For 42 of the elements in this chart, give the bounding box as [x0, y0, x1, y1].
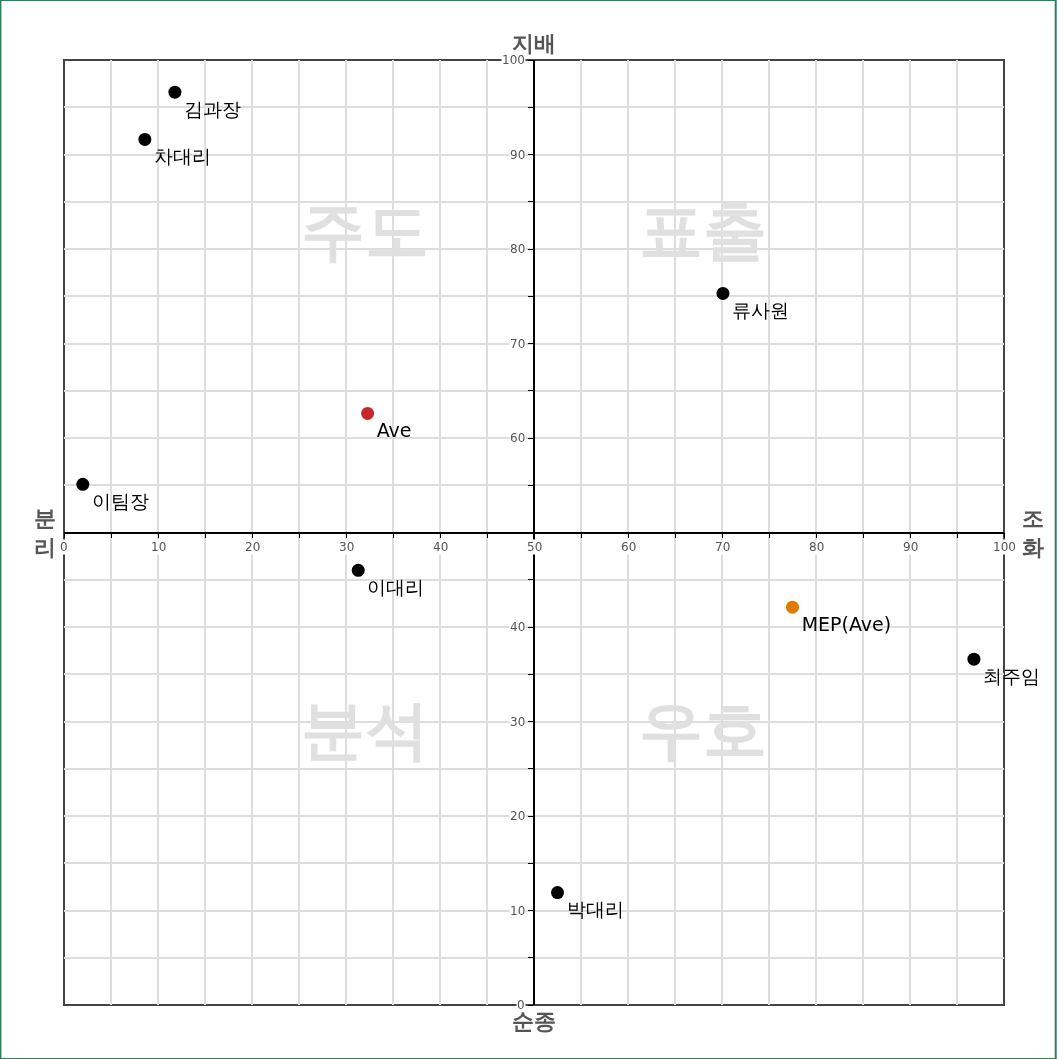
y-tick-label: 0 — [517, 998, 525, 1012]
y-tick-label: 80 — [510, 242, 526, 256]
x-tick-label: 40 — [433, 540, 449, 554]
chart-title: 지배 — [512, 31, 556, 56]
x-tick-label: 90 — [903, 540, 919, 554]
y-tick-label: 100 — [502, 53, 525, 67]
x-tick-label: 50 — [527, 540, 543, 554]
y-tick-label: 40 — [510, 620, 526, 634]
y-tick-label: 30 — [510, 715, 526, 729]
data-label: 박대리 — [566, 897, 624, 920]
point — [138, 132, 152, 146]
x-tick-label: 0 — [60, 540, 68, 554]
x-tick-label: 30 — [339, 540, 355, 554]
x-tick-label: 70 — [715, 540, 731, 554]
data-label: 차대리 — [153, 144, 211, 167]
data-label: 이대리 — [367, 575, 425, 598]
y-tick-label: 20 — [510, 809, 526, 823]
x-tick-label: 80 — [809, 540, 825, 554]
point — [786, 600, 799, 614]
point — [168, 85, 182, 99]
y2-axis-title: 조화 — [1022, 506, 1044, 560]
data-label: 류사원 — [732, 298, 790, 321]
x-tick-label: 100 — [993, 540, 1016, 554]
x-tick-label: 60 — [621, 540, 637, 554]
point — [551, 886, 564, 900]
point — [967, 652, 981, 666]
y-tick-label: 70 — [510, 337, 526, 351]
data-label: Ave — [376, 418, 412, 441]
data-label: 김과장 — [184, 97, 242, 120]
y-tick-label: 90 — [510, 148, 526, 162]
x-tick-label: 10 — [151, 540, 167, 554]
point — [716, 286, 730, 300]
y-tick-label: 10 — [510, 904, 526, 918]
data-label: 이팀장 — [91, 489, 149, 512]
point — [76, 477, 90, 491]
data-label: MEP(Ave) — [801, 612, 892, 635]
x-tick-label: 20 — [245, 540, 261, 554]
y-axis-title: 분리 — [34, 506, 56, 560]
point — [361, 406, 375, 420]
x-axis-title: 순종 — [512, 1009, 556, 1034]
point — [351, 563, 365, 577]
y-tick-label: 60 — [510, 431, 526, 445]
